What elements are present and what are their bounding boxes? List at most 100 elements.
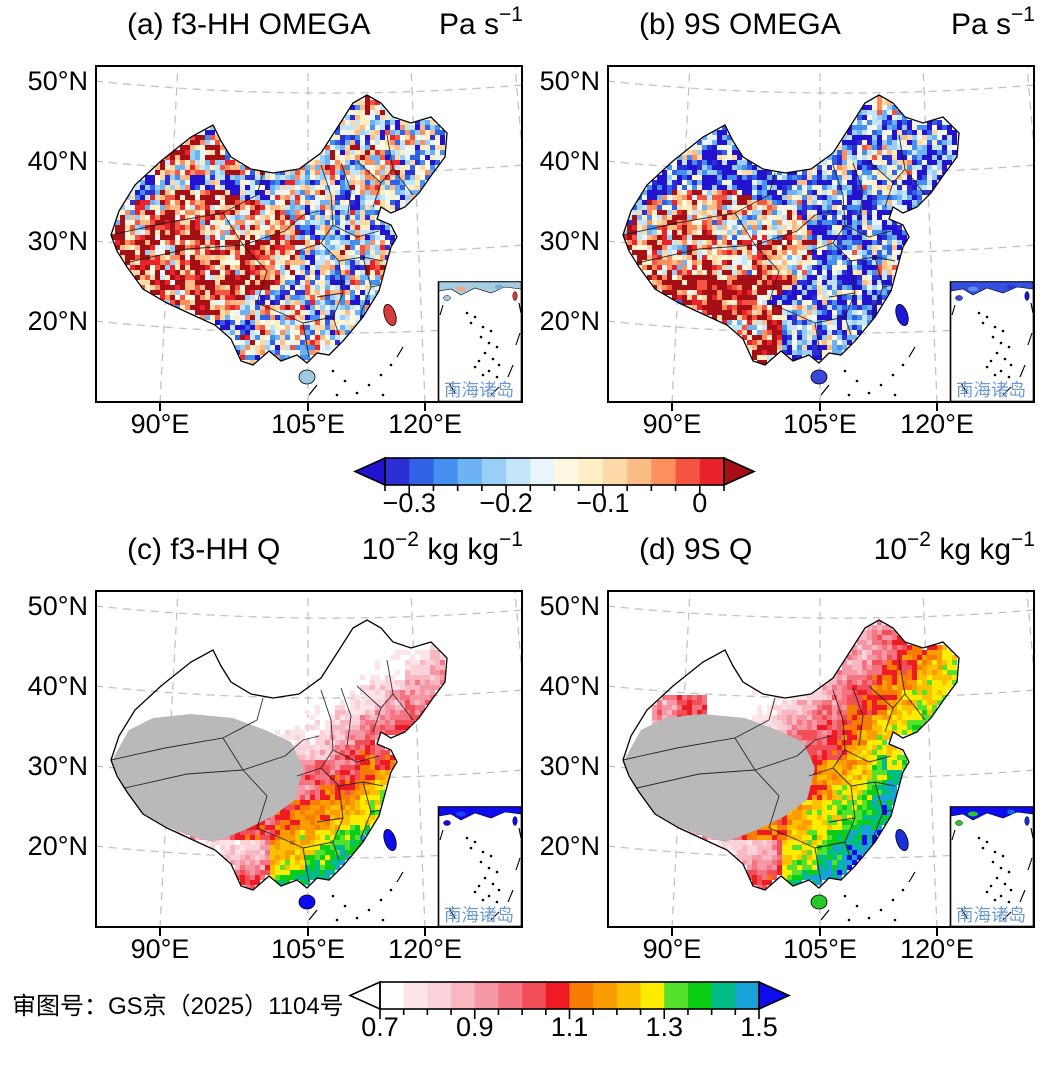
y-tick-label: 30°N bbox=[27, 751, 88, 781]
colorbar-tick-label: 1.5 bbox=[740, 1012, 778, 1042]
panel-c-title: (c) f3-HH Q 10−2 kg kg−1 bbox=[127, 528, 523, 570]
y-tick-label: 40°N bbox=[539, 146, 600, 176]
plateau-gray-mask bbox=[111, 714, 303, 842]
panel-b-title-label: (b) 9S OMEGA bbox=[639, 8, 841, 41]
sea-islets bbox=[331, 888, 393, 922]
taiwan-island bbox=[895, 304, 909, 326]
inset-label: 南海诸岛 bbox=[444, 905, 514, 925]
panel-c-title-label: (c) f3-HH Q bbox=[127, 533, 281, 566]
colorbar-tick-label: −0.2 bbox=[479, 488, 533, 518]
unit-part: 10 bbox=[873, 533, 908, 566]
taiwan-island bbox=[895, 829, 909, 851]
china-outline bbox=[110, 94, 448, 366]
unit-part: −2 bbox=[395, 528, 419, 551]
x-tick-label: 120°E bbox=[388, 409, 462, 439]
y-tick-label: 20°N bbox=[27, 831, 88, 861]
y-tick-label: 50°N bbox=[539, 66, 600, 96]
sea-islets bbox=[331, 363, 393, 397]
unit-part: Pa s bbox=[951, 8, 1012, 41]
unit-part: kg kg bbox=[931, 533, 1012, 566]
panel-b-unit: Pa s−1 bbox=[951, 3, 1035, 45]
province-borders bbox=[623, 134, 926, 358]
map-panel-a: 南海诸岛 bbox=[95, 65, 523, 411]
unit-part: −1 bbox=[499, 3, 523, 26]
inset-label: 南海诸岛 bbox=[956, 380, 1026, 400]
south-china-sea-inset: 南海诸岛 bbox=[949, 806, 1035, 928]
panel-frame bbox=[607, 65, 1035, 403]
china-outline bbox=[622, 619, 960, 891]
colorbar-tick-label: 0 bbox=[692, 488, 708, 518]
colorbar-tick-label: −0.3 bbox=[382, 488, 436, 518]
panel-b-title: (b) 9S OMEGA Pa s−1 bbox=[639, 3, 1035, 45]
south-china-sea-inset: 南海诸岛 bbox=[949, 281, 1035, 403]
bottom-ticks bbox=[159, 403, 426, 411]
y-tick-label: 30°N bbox=[539, 226, 600, 256]
unit-part: 10 bbox=[361, 533, 396, 566]
omega-colorbar bbox=[353, 456, 756, 495]
bottom-ticks bbox=[671, 403, 938, 411]
panel-frame bbox=[95, 65, 523, 403]
y-tick-label: 40°N bbox=[27, 671, 88, 701]
field-cells bbox=[111, 95, 445, 365]
sea-islets bbox=[843, 888, 905, 922]
y-tick-label: 50°N bbox=[539, 591, 600, 621]
panel-d-unit: 10−2 kg kg−1 bbox=[873, 528, 1035, 570]
x-tick-label: 90°E bbox=[642, 409, 702, 439]
china-outline bbox=[622, 94, 960, 366]
panel-a-title-label: (a) f3-HH OMEGA bbox=[127, 8, 371, 41]
bottom-ticks bbox=[159, 928, 426, 936]
china-outline bbox=[110, 619, 448, 891]
y-tick-label: 20°N bbox=[539, 831, 600, 861]
map-panel-c: 南海诸岛 bbox=[95, 590, 523, 936]
x-tick-label: 120°E bbox=[900, 409, 974, 439]
x-tick-label: 105°E bbox=[271, 409, 345, 439]
map-panel-b: 南海诸岛 bbox=[607, 65, 1035, 411]
bottom-ticks bbox=[671, 928, 938, 936]
colorbar-tick-label: 0.9 bbox=[455, 1012, 494, 1042]
unit-part: −2 bbox=[907, 528, 931, 551]
plateau-gray-mask bbox=[623, 714, 815, 842]
south-china-sea-inset: 南海诸岛 bbox=[437, 806, 523, 928]
unit-part: −1 bbox=[1011, 528, 1035, 551]
x-tick-label: 105°E bbox=[783, 409, 857, 439]
inset-label: 南海诸岛 bbox=[956, 905, 1026, 925]
x-tick-label: 105°E bbox=[271, 934, 345, 964]
inset-label: 南海诸岛 bbox=[444, 380, 514, 400]
unit-part: Pa s bbox=[439, 8, 500, 41]
y-tick-label: 40°N bbox=[539, 671, 600, 701]
taiwan-island bbox=[383, 304, 397, 326]
q-colorbar bbox=[348, 980, 791, 1019]
colorbar-tick-label: −0.1 bbox=[576, 488, 630, 518]
x-tick-label: 120°E bbox=[388, 934, 462, 964]
y-tick-label: 50°N bbox=[27, 66, 88, 96]
y-tick-label: 30°N bbox=[27, 226, 88, 256]
unit-part: −1 bbox=[499, 528, 523, 551]
hainan-island bbox=[810, 369, 828, 385]
y-tick-label: 20°N bbox=[539, 306, 600, 336]
panel-frame bbox=[95, 590, 523, 928]
sea-islets bbox=[843, 363, 905, 397]
hainan-island bbox=[298, 894, 316, 910]
map-panel-d: 南海诸岛 bbox=[607, 590, 1035, 936]
colorbar-tick-label: 1.1 bbox=[550, 1012, 589, 1042]
y-tick-label: 30°N bbox=[539, 751, 600, 781]
hainan-island bbox=[810, 894, 828, 910]
panel-d-title-label: (d) 9S Q bbox=[639, 533, 753, 566]
x-tick-label: 90°E bbox=[130, 934, 190, 964]
panel-frame bbox=[607, 590, 1035, 928]
colorbar-tick-label: 0.7 bbox=[361, 1012, 399, 1042]
hainan-island bbox=[298, 369, 316, 385]
colorbar-tick-label: 1.3 bbox=[645, 1012, 684, 1042]
panel-a-unit: Pa s−1 bbox=[439, 3, 523, 45]
south-china-sea-inset: 南海诸岛 bbox=[437, 281, 523, 403]
x-tick-label: 120°E bbox=[900, 934, 974, 964]
y-tick-label: 40°N bbox=[27, 146, 88, 176]
map-approval-number: 审图号：GS京（2025）1104号 bbox=[12, 993, 344, 1020]
taiwan-island bbox=[383, 829, 397, 851]
panel-a-title: (a) f3-HH OMEGA Pa s−1 bbox=[127, 3, 523, 45]
unit-part: kg kg bbox=[419, 533, 500, 566]
y-tick-label: 20°N bbox=[27, 306, 88, 336]
x-tick-label: 90°E bbox=[642, 934, 702, 964]
unit-part: −1 bbox=[1011, 3, 1035, 26]
